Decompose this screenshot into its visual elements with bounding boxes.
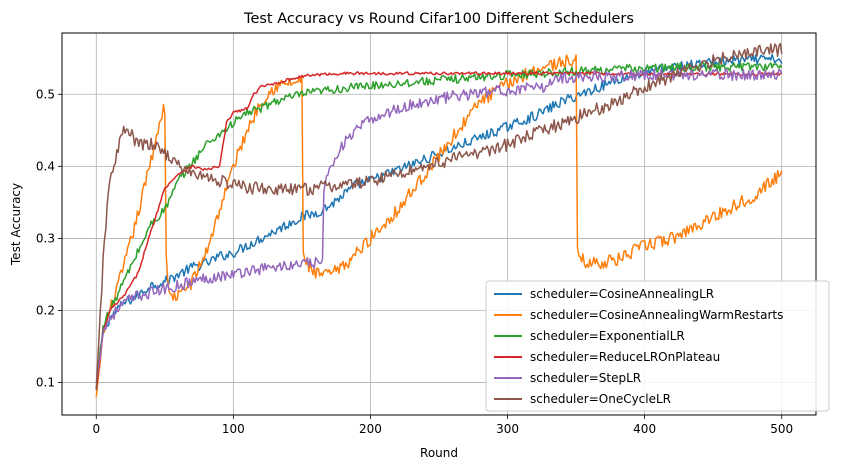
y-tick-label: 0.1 [36, 376, 55, 390]
y-tick-label: 0.5 [36, 87, 55, 101]
legend-label: scheduler=ReduceLROnPlateau [530, 350, 720, 364]
x-axis-ticks: 0 100 200 300 400 500 [92, 415, 793, 436]
y-tick-label: 0.3 [36, 231, 55, 245]
x-tick-label: 500 [770, 422, 793, 436]
legend-label: scheduler=CosineAnnealingLR [530, 287, 714, 301]
y-axis-ticks: 0.1 0.2 0.3 0.4 0.5 [36, 87, 62, 390]
y-axis-label: Test Accuracy [9, 183, 23, 266]
legend-box [485, 280, 830, 412]
legend-label: scheduler=StepLR [530, 371, 641, 385]
series-line-2 [95, 54, 783, 398]
x-tick-label: 100 [222, 422, 245, 436]
x-tick-label: 300 [496, 422, 519, 436]
legend-label: scheduler=CosineAnnealingWarmRestarts [530, 308, 783, 322]
plot-frame [61, 32, 817, 416]
legend: scheduler=CosineAnnealingLR scheduler=Cos… [485, 280, 830, 412]
y-tick-label: 0.2 [36, 303, 55, 317]
chart-title: Test Accuracy vs Round Cifar100 Differen… [243, 11, 634, 27]
series-line-3 [95, 61, 783, 390]
series-layer [95, 42, 783, 398]
x-tick-label: 0 [92, 422, 100, 436]
legend-label: scheduler=ExponentialLR [530, 329, 685, 343]
x-tick-label: 200 [359, 422, 382, 436]
y-tick-label: 0.4 [36, 159, 55, 173]
x-tick-label: 400 [633, 422, 656, 436]
x-axis-label: Round [420, 446, 458, 460]
series-line-6 [95, 42, 783, 390]
legend-label: scheduler=OneCycleLR [530, 392, 671, 406]
series-line-4 [95, 71, 783, 390]
